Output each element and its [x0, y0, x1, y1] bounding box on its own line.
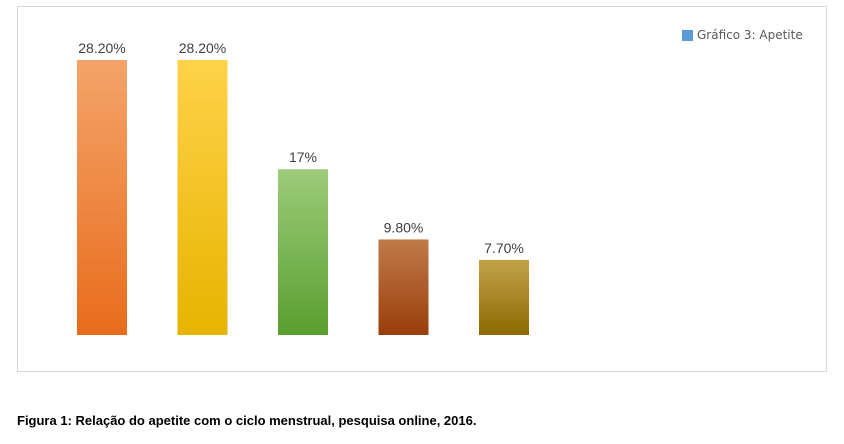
data-label-3: 17% — [289, 149, 317, 165]
bar-5 — [479, 259, 529, 335]
bar-1 — [77, 60, 127, 335]
data-label-1: 28.20% — [78, 40, 125, 56]
figure-caption: Figura 1: Relação do apetite com o ciclo… — [17, 413, 477, 428]
bar-4 — [378, 239, 429, 335]
bar-3 — [278, 169, 328, 335]
legend-label: Gráfico 3: Apetite — [697, 28, 803, 42]
data-label-4: 9.80% — [384, 219, 424, 235]
legend: Gráfico 3: Apetite — [682, 28, 803, 42]
bar-2 — [177, 60, 228, 335]
data-label-5: 7.70% — [484, 240, 524, 256]
data-label-2: 28.20% — [179, 40, 226, 56]
legend-swatch — [682, 29, 693, 41]
